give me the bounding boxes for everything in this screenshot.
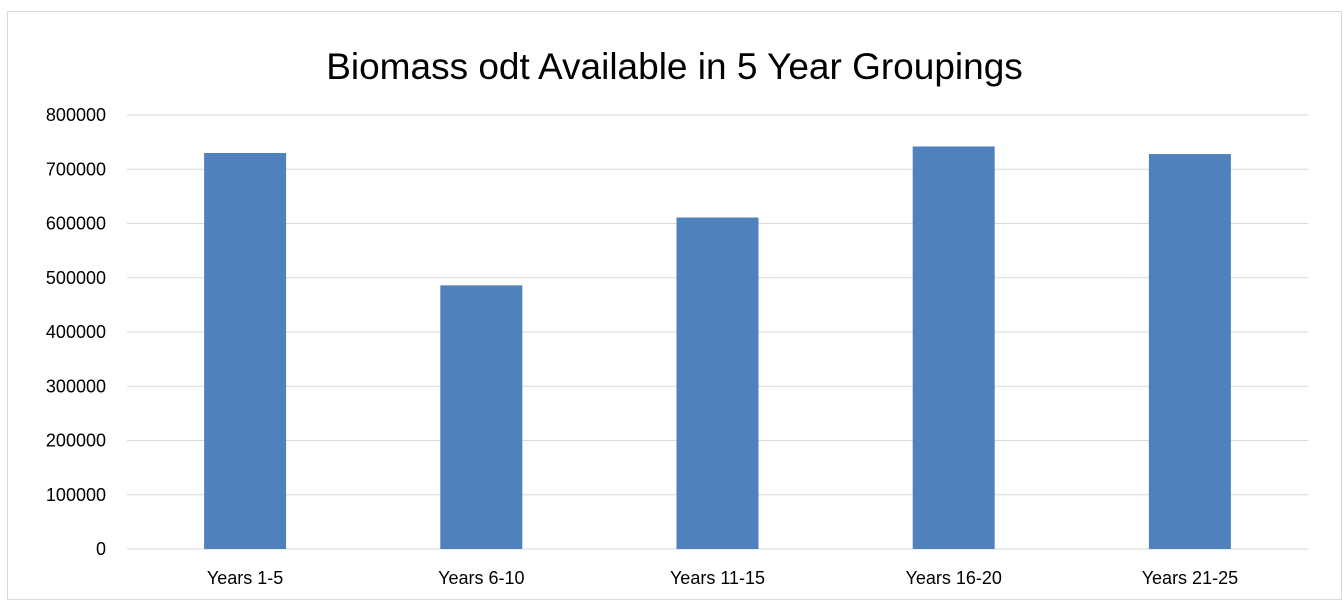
bar-years-6-10 bbox=[440, 285, 523, 549]
bars bbox=[204, 146, 1231, 549]
x-tick-label: Years 11-15 bbox=[670, 568, 765, 588]
y-tick-labels: 0 100000 200000 300000 400000 500000 600000 700… bbox=[46, 105, 106, 559]
x-tick-labels: Years 1-5 Years 6-10 Years 11-15 Years 16-2… bbox=[207, 568, 1238, 588]
bar-years-11-15 bbox=[676, 217, 759, 549]
y-tick-label: 500000 bbox=[46, 268, 106, 288]
y-tick-label: 200000 bbox=[46, 431, 106, 451]
y-tick-label: 0 bbox=[96, 539, 106, 559]
y-tick-label: 400000 bbox=[46, 322, 106, 342]
x-tick-label: Years 21-25 bbox=[1142, 568, 1238, 588]
y-tick-label: 100000 bbox=[46, 485, 106, 505]
chart-title: Biomass odt Available in 5 Year Grouping… bbox=[326, 46, 1023, 87]
x-tick-label: Years 1-5 bbox=[207, 568, 283, 588]
y-tick-label: 300000 bbox=[46, 376, 106, 396]
y-tick-label: 600000 bbox=[46, 214, 106, 234]
bar-years-21-25 bbox=[1148, 154, 1231, 549]
y-tick-label: 700000 bbox=[46, 159, 106, 179]
y-tick-label: 800000 bbox=[46, 105, 106, 125]
bar-years-16-20 bbox=[912, 146, 995, 549]
x-tick-label: Years 6-10 bbox=[438, 568, 524, 588]
bar-years-1-5 bbox=[204, 152, 287, 549]
x-tick-label: Years 16-20 bbox=[905, 568, 1001, 588]
